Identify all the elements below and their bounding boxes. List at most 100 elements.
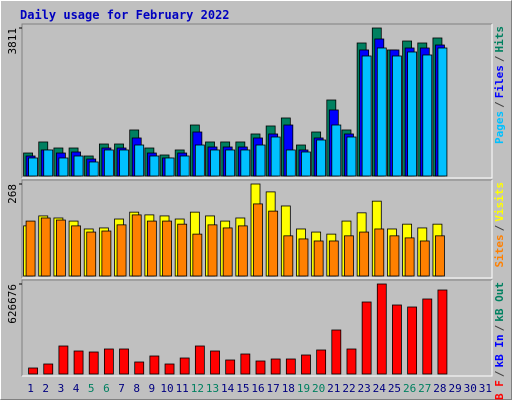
legend-separator: / — [493, 324, 506, 331]
panel-frame-dark — [21, 179, 492, 278]
bar — [331, 329, 342, 375]
x-tick-label: 26 — [403, 382, 416, 395]
legend-entry: kB In — [493, 334, 506, 367]
bar — [301, 354, 311, 375]
bar — [43, 363, 54, 375]
bar — [270, 358, 281, 375]
x-tick-label: 5 — [88, 382, 95, 395]
bar — [285, 358, 296, 375]
bar — [376, 283, 387, 375]
legend-separator: / — [493, 101, 506, 108]
bar — [437, 289, 448, 375]
x-tick-label: 1 — [27, 382, 34, 395]
bar — [316, 139, 327, 177]
bar — [419, 240, 430, 277]
bar — [194, 345, 205, 375]
bar — [162, 220, 172, 277]
bar — [374, 228, 385, 277]
x-tick-label: 15 — [236, 382, 249, 395]
bar — [331, 124, 342, 177]
bar — [404, 237, 415, 277]
bar — [222, 227, 233, 277]
x-tick-label: 20 — [312, 382, 325, 395]
x-tick-label: 21 — [327, 382, 340, 395]
bar — [116, 224, 127, 277]
bar — [313, 240, 324, 277]
bar — [435, 235, 445, 277]
bar — [316, 349, 327, 375]
bar — [225, 149, 236, 177]
bar — [207, 224, 218, 277]
bar — [179, 357, 190, 375]
x-tick-label: 27 — [418, 382, 431, 395]
bar — [392, 304, 402, 375]
bar — [225, 359, 236, 375]
legend: Pages / Files / Hits — [493, 26, 506, 144]
x-tick-label: 7 — [118, 382, 125, 395]
x-tick-label: 23 — [358, 382, 371, 395]
bar — [149, 355, 160, 375]
bar — [134, 144, 145, 177]
legend-entry: Sites — [493, 234, 506, 267]
bar — [392, 55, 402, 177]
bar — [422, 298, 433, 375]
x-tick-label: 19 — [297, 382, 310, 395]
legend-entry: Files — [493, 65, 506, 98]
bar — [285, 149, 296, 177]
bar — [179, 155, 190, 177]
panel-frame-dark — [21, 279, 492, 376]
x-tick-label: 14 — [221, 382, 235, 395]
legend-entry: kB F — [493, 380, 506, 400]
x-tick-label: 31 — [479, 382, 492, 395]
bar — [28, 157, 38, 177]
x-tick-label: 25 — [388, 382, 401, 395]
bar — [58, 157, 69, 177]
x-tick-label: 10 — [160, 382, 173, 395]
bar — [25, 220, 36, 277]
bar — [164, 157, 175, 177]
bar — [119, 348, 129, 375]
legend-separator: / — [493, 55, 506, 62]
legend-entry: Pages — [493, 111, 506, 144]
legend: Sites / Visits — [493, 182, 506, 268]
x-tick-label: 28 — [433, 382, 446, 395]
bar — [328, 240, 339, 277]
bar — [270, 136, 281, 177]
x-tick-label: 30 — [464, 382, 477, 395]
legend-separator: / — [493, 224, 506, 231]
x-tick-label: 13 — [206, 382, 219, 395]
bar — [210, 149, 220, 177]
bar — [56, 219, 66, 277]
bar — [86, 231, 97, 277]
bar — [361, 301, 372, 375]
bar — [146, 220, 157, 277]
legend-entry: kB Out — [493, 282, 506, 322]
x-tick-label: 11 — [176, 382, 189, 395]
x-tick-label: 29 — [448, 382, 461, 395]
x-tick-label: 22 — [342, 382, 355, 395]
bar — [177, 223, 188, 277]
panel-frame-light — [22, 24, 493, 179]
x-tick-label: 16 — [251, 382, 264, 395]
legend-entry: Hits — [493, 26, 506, 53]
bar — [88, 351, 99, 375]
bar — [376, 47, 387, 177]
bar — [437, 47, 448, 177]
bar — [255, 360, 266, 375]
legend: kB F / kB In / kB Out — [493, 282, 506, 400]
bar — [134, 361, 145, 375]
bar — [101, 230, 112, 277]
bar — [346, 348, 357, 375]
x-tick-label: 24 — [373, 382, 387, 395]
bar — [119, 149, 129, 177]
x-tick-label: 9 — [149, 382, 156, 395]
bar — [103, 149, 114, 177]
bar — [71, 225, 81, 277]
bar — [40, 217, 51, 277]
y-tick-label: 3811 — [6, 28, 19, 55]
x-tick-label: 18 — [282, 382, 295, 395]
bar — [389, 235, 400, 277]
bar — [240, 353, 251, 375]
bar — [192, 233, 203, 277]
